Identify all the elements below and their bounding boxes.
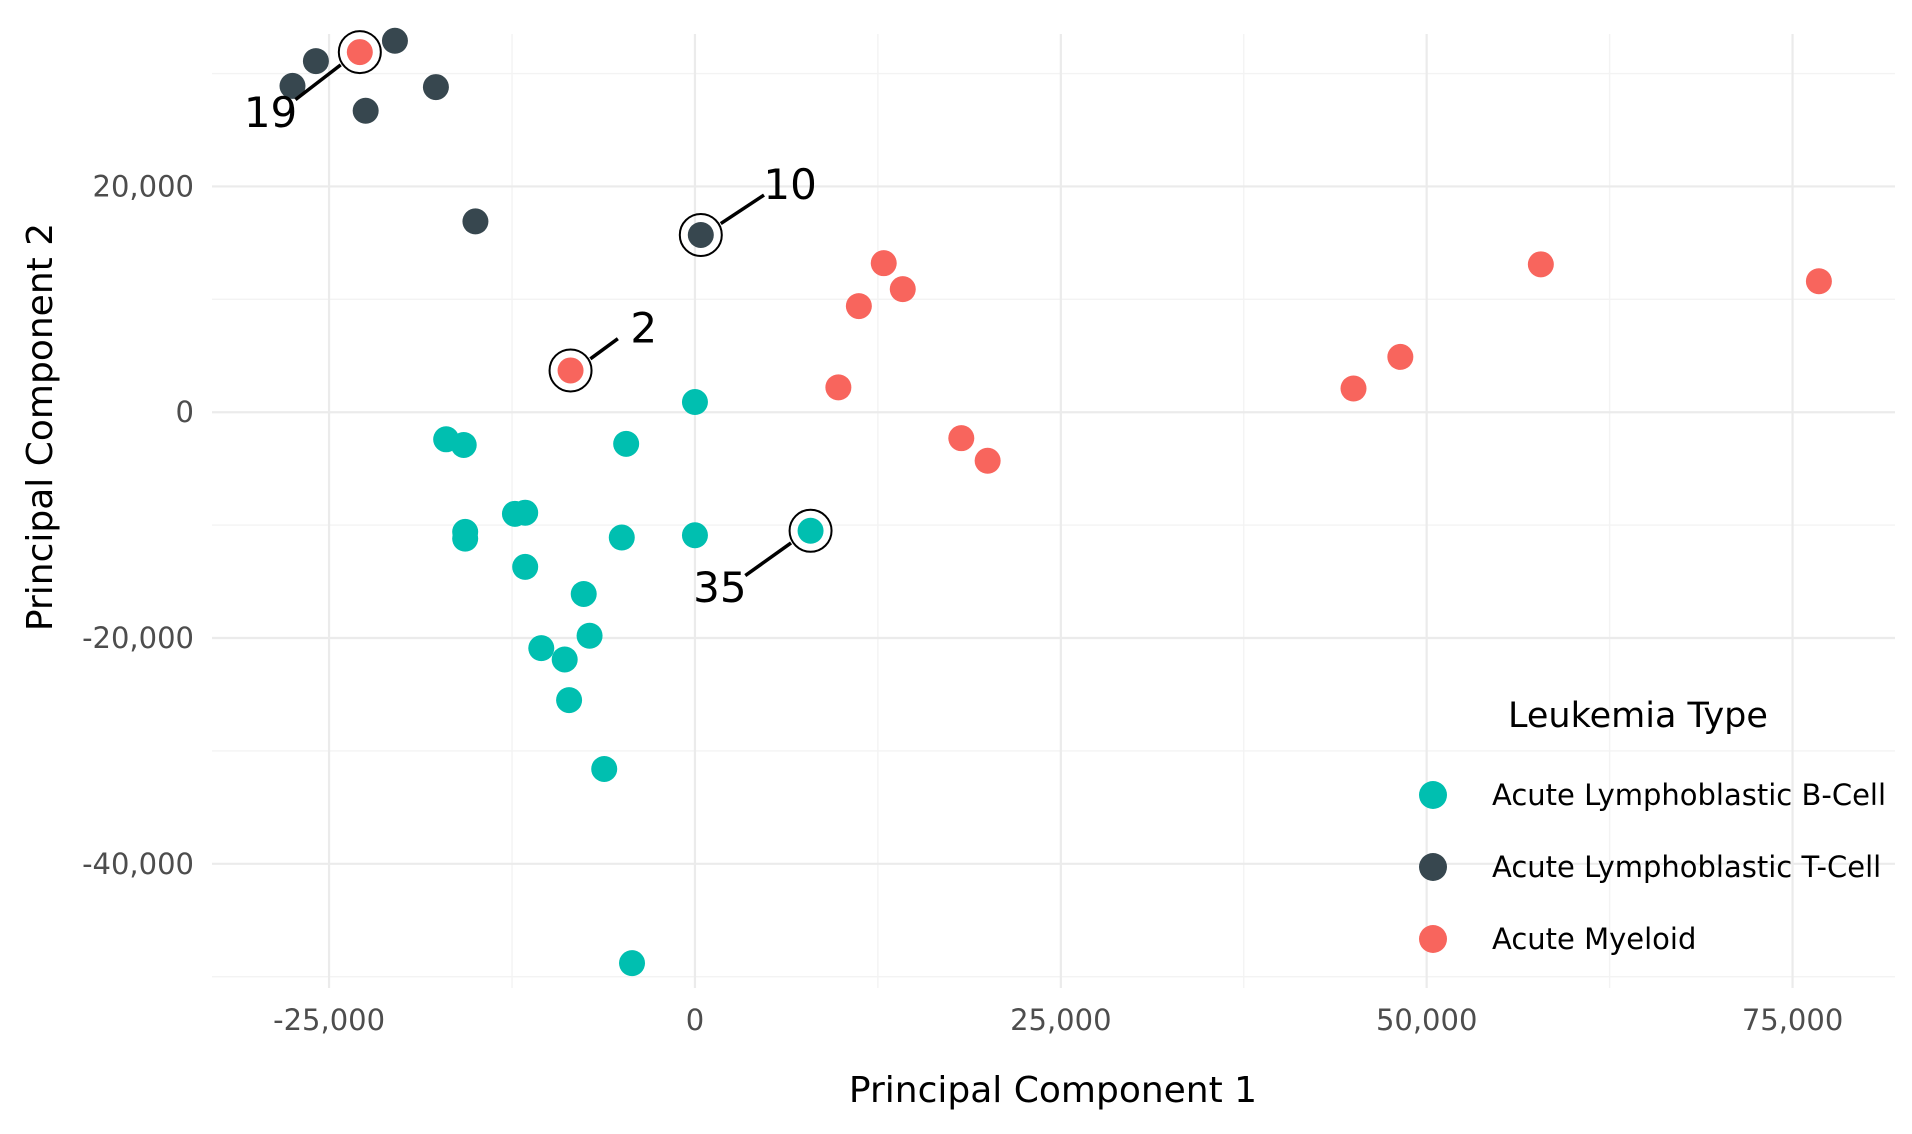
data-point bbox=[551, 646, 578, 673]
grid-layer bbox=[212, 34, 1895, 988]
annotation-label: 2 bbox=[630, 304, 657, 353]
x-tick-label: -25,000 bbox=[273, 1003, 385, 1037]
data-point bbox=[452, 525, 479, 552]
data-point bbox=[825, 374, 852, 401]
data-point bbox=[450, 431, 477, 458]
data-point bbox=[302, 48, 329, 75]
data-point bbox=[948, 425, 975, 452]
legend-label: Acute Myeloid bbox=[1492, 922, 1696, 956]
annotation-leader-line bbox=[719, 193, 765, 226]
highlight-ring bbox=[337, 30, 382, 75]
y-tick-label: -40,000 bbox=[82, 847, 194, 881]
legend-swatch bbox=[1419, 781, 1447, 809]
data-point bbox=[1527, 251, 1554, 278]
data-point bbox=[1805, 268, 1832, 295]
data-point bbox=[557, 357, 584, 384]
data-point bbox=[591, 755, 618, 782]
data-point bbox=[845, 293, 872, 320]
annotation-leader-line bbox=[589, 337, 619, 361]
data-point bbox=[556, 687, 583, 714]
x-tick-label: 50,000 bbox=[1376, 1003, 1477, 1037]
x-tick-label: 25,000 bbox=[1010, 1003, 1111, 1037]
y-tick-label: -20,000 bbox=[82, 621, 194, 655]
y-tick-label: 20,000 bbox=[93, 169, 194, 203]
series-group bbox=[279, 27, 714, 248]
legend-swatch bbox=[1419, 853, 1447, 881]
data-point bbox=[608, 524, 635, 551]
x-tick-label: 0 bbox=[686, 1003, 704, 1037]
data-point bbox=[681, 389, 708, 416]
data-point bbox=[352, 97, 379, 124]
data-point bbox=[681, 522, 708, 549]
legend-title: Leukemia Type bbox=[1508, 696, 1768, 736]
annotation-label: 19 bbox=[244, 88, 297, 137]
data-point bbox=[279, 72, 306, 99]
legend: Leukemia Type Acute Lymphoblastic B-Cell… bbox=[1419, 696, 1886, 956]
legend-label: Acute Lymphoblastic T-Cell bbox=[1492, 850, 1881, 884]
data-point bbox=[512, 553, 539, 580]
series-group bbox=[346, 39, 1832, 474]
x-tick-label: 75,000 bbox=[1742, 1003, 1843, 1037]
data-point bbox=[576, 622, 603, 649]
highlight-ring bbox=[788, 508, 833, 553]
data-point bbox=[422, 74, 449, 101]
annotation-leader-line bbox=[294, 63, 342, 102]
data-point bbox=[619, 950, 646, 977]
data-point bbox=[1387, 343, 1414, 370]
y-tick-label: 0 bbox=[176, 395, 194, 429]
data-point bbox=[528, 635, 555, 662]
legend-items: Acute Lymphoblastic B-Cell Acute Lymphobl… bbox=[1419, 778, 1886, 956]
x-axis-title: Principal Component 1 bbox=[849, 1070, 1257, 1111]
data-point bbox=[797, 517, 824, 544]
data-point bbox=[346, 39, 373, 66]
data-point bbox=[974, 447, 1001, 474]
highlight-ring bbox=[678, 212, 723, 257]
legend-label: Acute Lymphoblastic B-Cell bbox=[1492, 778, 1886, 812]
legend-swatch bbox=[1419, 925, 1447, 953]
annotation-leader-line bbox=[744, 541, 793, 578]
data-point bbox=[381, 27, 408, 54]
data-point bbox=[1340, 375, 1367, 402]
series-group bbox=[433, 389, 824, 977]
data-point bbox=[512, 499, 539, 526]
annotation-label: 35 bbox=[693, 563, 746, 612]
highlight-ring bbox=[548, 348, 593, 393]
data-points bbox=[279, 27, 1832, 977]
data-point bbox=[462, 208, 489, 235]
y-axis-ticks: -40,000 -20,000 0 20,000 bbox=[82, 169, 194, 880]
data-point bbox=[889, 276, 916, 303]
data-point bbox=[613, 430, 640, 457]
point-annotations: 19 10 2 35 bbox=[244, 30, 833, 612]
y-axis-title: Principal Component 2 bbox=[20, 223, 61, 631]
data-point bbox=[687, 221, 714, 248]
x-axis-ticks: -25,000 0 25,000 50,000 75,000 bbox=[273, 1003, 1843, 1037]
data-point bbox=[870, 250, 897, 277]
annotation-label: 10 bbox=[763, 160, 816, 209]
data-point bbox=[570, 580, 597, 607]
